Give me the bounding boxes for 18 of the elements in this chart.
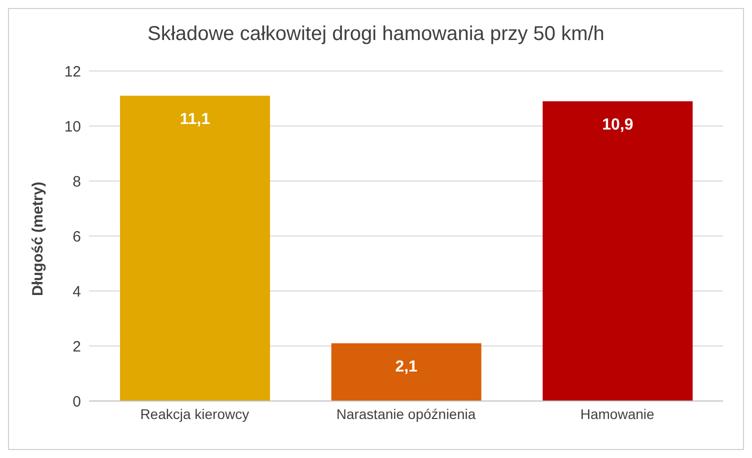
y-tick-label: 6 <box>72 228 81 246</box>
y-tick-label: 0 <box>72 393 81 410</box>
bar <box>542 101 693 401</box>
bar <box>331 343 482 401</box>
bar <box>120 96 270 401</box>
y-tick-label: 2 <box>72 338 81 356</box>
data-label: 2,1 <box>395 358 418 376</box>
x-tick-label: Narastanie opóźnienia <box>336 406 476 422</box>
x-tick-label: Reakcja kierowcy <box>140 406 250 422</box>
y-tick-label: 10 <box>64 118 81 136</box>
y-tick-label: 8 <box>72 173 81 190</box>
y-axis-title: Długość (metry) <box>29 182 46 296</box>
chart-title: Składowe całkowitej drogi hamowania przy 50 km/h <box>146 23 606 46</box>
data-label: 11,1 <box>180 110 210 128</box>
y-tick-label: 4 <box>72 283 81 300</box>
y-tick-label: 12 <box>64 63 81 80</box>
data-label: 10,9 <box>602 116 634 134</box>
x-tick-label: Hamowanie <box>580 406 654 422</box>
